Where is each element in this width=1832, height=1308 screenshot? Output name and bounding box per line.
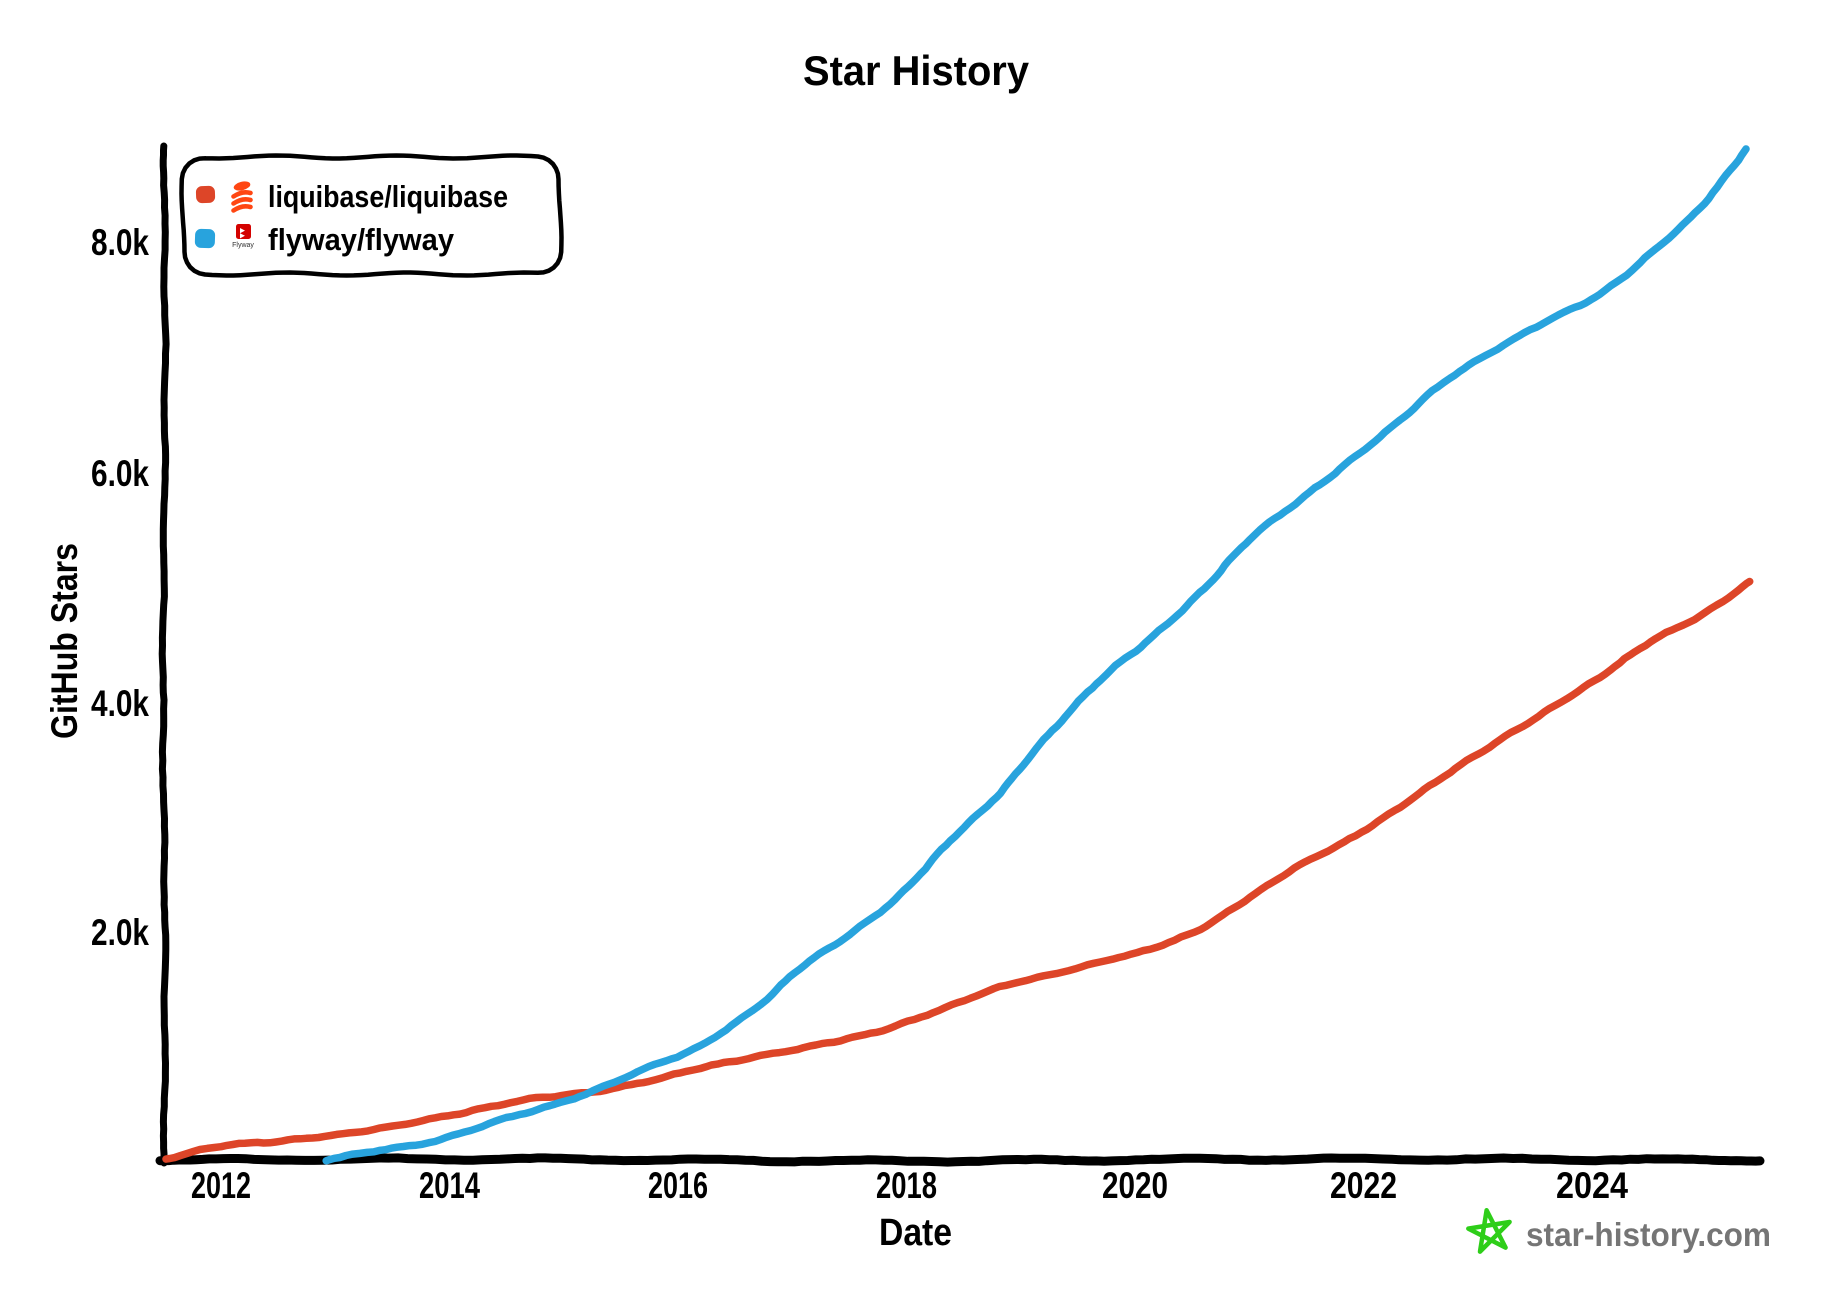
svg-text:2020: 2020 — [1102, 1165, 1168, 1206]
svg-text:liquibase/liquibase: liquibase/liquibase — [268, 179, 508, 214]
svg-text:2022: 2022 — [1330, 1165, 1397, 1206]
svg-text:6.0k: 6.0k — [91, 453, 149, 494]
svg-text:2018: 2018 — [876, 1165, 937, 1206]
svg-text:8.0k: 8.0k — [91, 222, 149, 263]
svg-text:star-history.com: star-history.com — [1526, 1216, 1771, 1253]
svg-text:2016: 2016 — [648, 1165, 708, 1206]
svg-text:Date: Date — [879, 1212, 952, 1254]
svg-text:2014: 2014 — [419, 1165, 480, 1206]
svg-text:2024: 2024 — [1556, 1165, 1628, 1206]
svg-text:Flyway: Flyway — [232, 242, 254, 249]
svg-text:4.0k: 4.0k — [91, 683, 149, 724]
svg-text:2.0k: 2.0k — [91, 912, 149, 953]
svg-text:GitHub Stars: GitHub Stars — [44, 543, 85, 739]
svg-text:flyway/flyway: flyway/flyway — [268, 222, 455, 257]
svg-text:2012: 2012 — [191, 1165, 251, 1206]
svg-text:Star History: Star History — [803, 47, 1030, 94]
